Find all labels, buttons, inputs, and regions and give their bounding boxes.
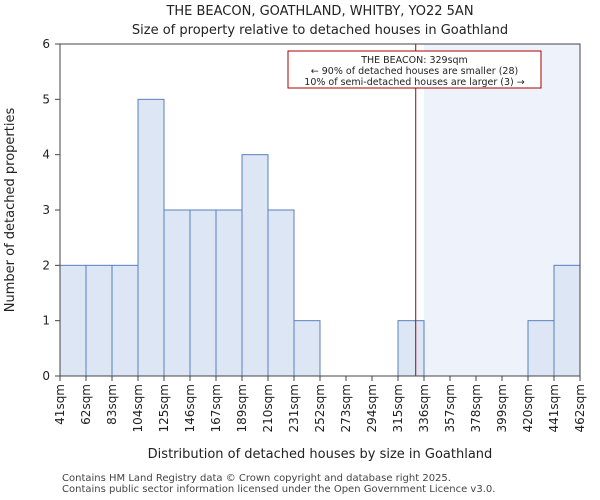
y-tick-label: 3 <box>42 203 50 217</box>
bar-167sqm <box>215 209 243 377</box>
x-tick-label: 104sqm <box>131 384 145 432</box>
annotation-line-3: 10% of semi-detached houses are larger (… <box>304 77 524 88</box>
annotation-line-2: ← 90% of detached houses are smaller (28… <box>311 66 518 77</box>
title-line-2: Size of property relative to detached ho… <box>131 23 509 38</box>
bar-441sqm <box>553 264 581 377</box>
footer-line-1: Contains HM Land Registry data © Crown c… <box>62 473 451 484</box>
x-tick-label: 399sqm <box>495 384 509 432</box>
chart-title: THE BEACON, GOATHLAND, WHITBY, YO22 5AN … <box>0 2 600 40</box>
x-tick-label: 231sqm <box>287 384 301 432</box>
bar-146sqm <box>189 209 217 377</box>
bar-231sqm <box>293 320 321 377</box>
annotation-box: THE BEACON: 329sqm ← 90% of detached hou… <box>287 50 542 89</box>
bar-83sqm <box>111 264 139 377</box>
x-tick-label: 41sqm <box>53 384 67 425</box>
bar-315sqm <box>397 320 425 377</box>
y-tick-label: 4 <box>42 148 50 162</box>
y-tick-label: 2 <box>42 258 50 272</box>
bar-62sqm <box>85 264 113 377</box>
annotation-line-1: THE BEACON: 329sqm <box>360 55 468 66</box>
x-tick-label: 336sqm <box>417 384 431 432</box>
y-tick-label: 6 <box>42 37 50 51</box>
x-tick-label: 315sqm <box>391 384 405 432</box>
histogram-chart: 0 1 2 3 4 5 6 41sqm 62sqm 83sqm 104sqm 125sqm 146sq… <box>3 37 587 462</box>
annotation-frame <box>287 50 542 89</box>
x-tick-label: 420sqm <box>521 384 535 432</box>
bar-420sqm <box>527 320 555 377</box>
x-axis: 41sqm 62sqm 83sqm 104sqm 125sqm 146sqm 167sqm 1… <box>53 376 587 432</box>
x-tick-label: 294sqm <box>365 384 379 432</box>
x-tick-label: 83sqm <box>105 384 119 425</box>
footer-line-2: Contains public sector information licen… <box>62 484 496 495</box>
y-tick-label: 0 <box>42 369 50 383</box>
x-tick-label: 146sqm <box>183 384 197 432</box>
x-tick-label: 125sqm <box>157 384 171 432</box>
x-tick-label: 273sqm <box>339 384 353 432</box>
y-axis: 0 1 2 3 4 5 6 <box>42 37 60 383</box>
y-tick-label: 1 <box>42 314 50 328</box>
x-tick-label: 62sqm <box>79 384 93 425</box>
x-tick-label: 252sqm <box>313 384 327 432</box>
x-tick-label: 189sqm <box>235 384 249 432</box>
x-tick-label: 441sqm <box>547 384 561 432</box>
x-tick-label: 167sqm <box>209 384 223 432</box>
bar-189sqm <box>241 154 269 377</box>
footer: Contains HM Land Registry data © Crown c… <box>62 473 495 495</box>
x-tick-label: 462sqm <box>573 384 587 432</box>
bar-41sqm <box>59 264 87 377</box>
y-tick-label: 5 <box>42 92 50 106</box>
bar-210sqm <box>267 209 295 377</box>
x-axis-label: Distribution of detached houses by size … <box>148 447 493 462</box>
bars-group <box>59 98 581 377</box>
title-line-1: THE BEACON, GOATHLAND, WHITBY, YO22 5AN <box>166 4 474 19</box>
x-tick-label: 357sqm <box>443 384 457 432</box>
bar-104sqm <box>137 98 165 377</box>
y-axis-label: Number of detached properties <box>3 108 18 313</box>
x-tick-label: 210sqm <box>261 384 275 432</box>
x-tick-label: 378sqm <box>469 384 483 432</box>
bar-125sqm <box>163 209 191 377</box>
